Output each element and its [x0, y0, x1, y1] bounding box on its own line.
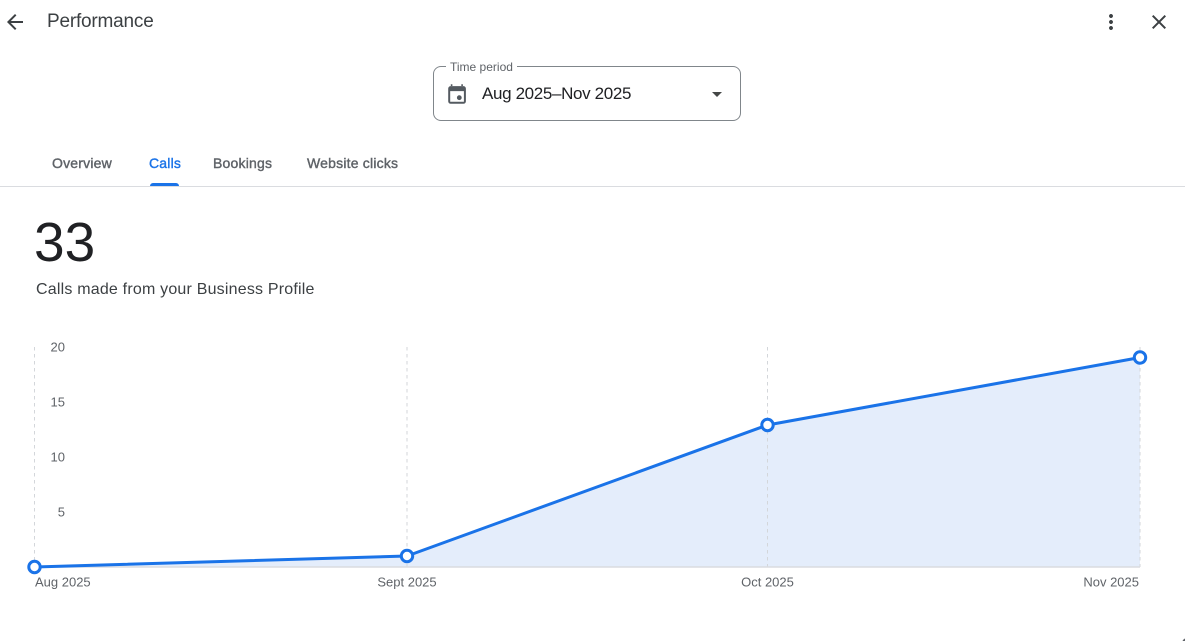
svg-text:Sept 2025: Sept 2025 — [377, 575, 436, 590]
svg-text:Nov 2025: Nov 2025 — [1083, 575, 1139, 590]
svg-text:15: 15 — [51, 395, 65, 410]
svg-text:5: 5 — [58, 505, 65, 520]
svg-text:Aug 2025: Aug 2025 — [35, 575, 91, 590]
svg-text:10: 10 — [51, 450, 65, 465]
svg-text:Oct 2025: Oct 2025 — [741, 575, 794, 590]
svg-text:20: 20 — [51, 340, 65, 355]
